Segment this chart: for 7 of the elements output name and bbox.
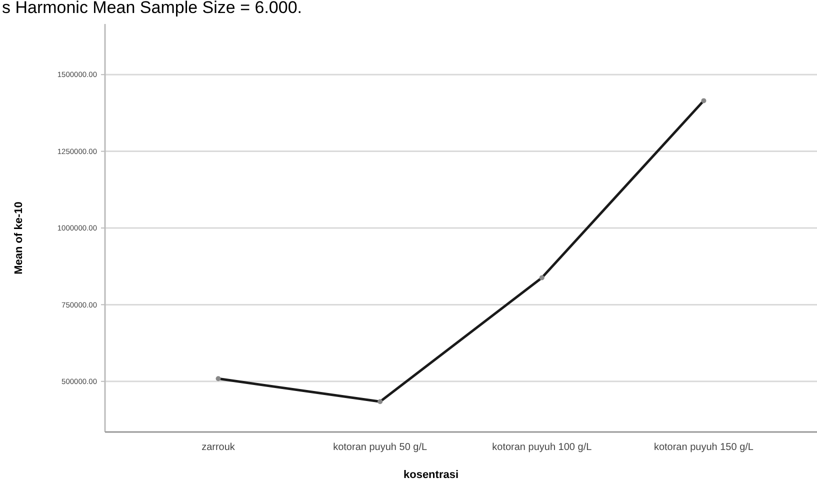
x-axis-title: kosentrasi xyxy=(403,469,459,481)
x-tick-label: kotoran puyuh 100 g/L xyxy=(492,442,592,453)
y-axis-title: Mean of ke-10 xyxy=(13,202,25,274)
x-tick-label: kotoran puyuh 150 g/L xyxy=(654,442,754,453)
x-tick-label: zarrouk xyxy=(202,442,236,453)
x-tick-label: kotoran puyuh 50 g/L xyxy=(333,442,428,453)
text: s Harmonic Mean Sample Size = 6.000. xyxy=(2,0,302,17)
